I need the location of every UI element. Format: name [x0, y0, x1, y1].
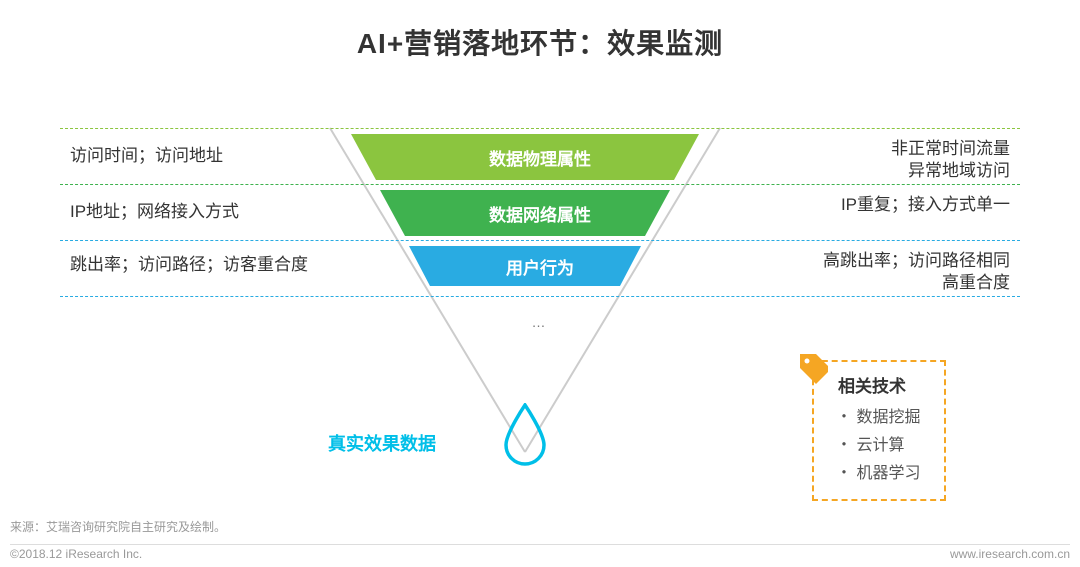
layer-left-label: 跳出率；访问路径；访客重合度 [70, 254, 308, 276]
layer-left-label: IP地址；网络接入方式 [70, 201, 239, 223]
related-tech-box: 相关技术 ・ 数据挖掘・ 云计算・ 机器学习 [812, 360, 946, 501]
funnel-diagram: 访问时间；访问地址 非正常时间流量 异常地域访问 数据物理属性 IP地址；网络接入方式… [0, 102, 1080, 482]
funnel-ellipsis: … [532, 314, 549, 330]
footer-url: www.iresearch.com.cn [950, 547, 1070, 561]
row-divider [60, 128, 1020, 129]
layer-right-label: 非正常时间流量 异常地域访问 [891, 138, 1010, 182]
tech-item: ・ 云计算 [832, 431, 920, 455]
row-divider [60, 296, 1020, 297]
tech-box-title: 相关技术 [832, 372, 920, 397]
row-divider [60, 240, 1020, 241]
source-text: 来源：艾瑞咨询研究院自主研究及绘制。 [10, 518, 226, 535]
drop-label: 真实效果数据 [328, 430, 436, 456]
funnel-band-label: 用户行为 [445, 254, 635, 279]
row-divider [60, 184, 1020, 185]
layer-right-label: IP重复；接入方式单一 [841, 194, 1010, 216]
funnel-band-label: 数据网络属性 [420, 201, 660, 226]
layer-right-label: 高跳出率；访问路径相同 高重合度 [823, 250, 1010, 294]
tech-item: ・ 机器学习 [832, 459, 920, 483]
tag-icon [796, 350, 832, 386]
water-drop-icon [500, 403, 550, 467]
copyright: ©2018.12 iResearch Inc. [10, 547, 142, 561]
tech-item: ・ 数据挖掘 [832, 403, 920, 427]
layer-left-label: 访问时间；访问地址 [70, 145, 223, 167]
funnel-band-label: 数据物理属性 [391, 145, 689, 170]
page-title: AI+营销落地环节：效果监测 [0, 22, 1080, 62]
